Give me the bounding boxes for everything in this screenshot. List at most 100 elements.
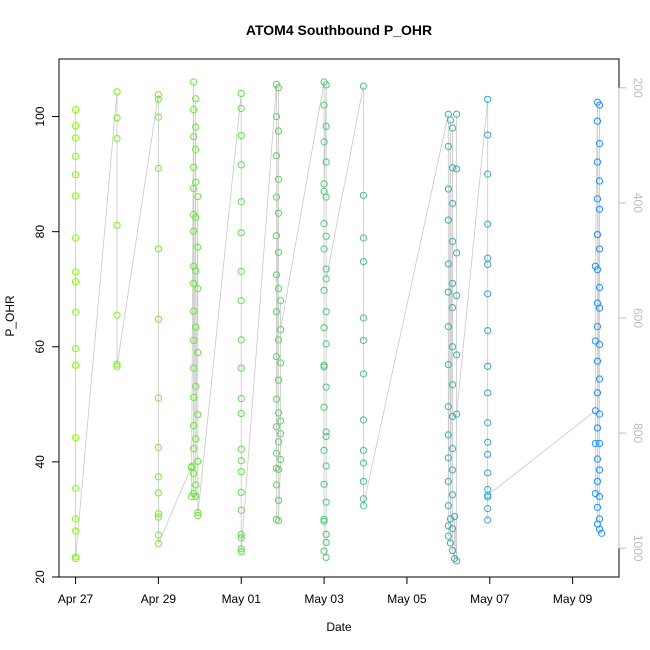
y-axis-title: P_OHR: [3, 295, 17, 337]
data-points: [71, 78, 606, 565]
data-point: [448, 466, 457, 474]
data-point: [320, 101, 328, 109]
data-point: [237, 506, 245, 514]
data-point: [322, 553, 330, 562]
data-point: [276, 455, 285, 464]
data-point: [113, 360, 121, 368]
data-point: [237, 297, 245, 305]
data-point: [444, 454, 452, 462]
data-point: [595, 466, 604, 474]
data-point: [272, 152, 281, 160]
data-point: [192, 213, 200, 221]
secondary-y-tick-label: 200: [631, 78, 645, 98]
data-point: [237, 468, 245, 476]
data-point: [194, 285, 202, 293]
x-tick-label: May 01: [222, 592, 262, 606]
data-point: [322, 530, 330, 539]
data-point: [595, 439, 604, 448]
data-point: [190, 184, 198, 193]
data-point: [190, 336, 198, 345]
data-point: [484, 516, 492, 524]
data-point: [448, 304, 457, 312]
data-point: [448, 546, 457, 555]
data-point: [484, 95, 492, 103]
data-point: [359, 82, 368, 90]
data-point: [359, 416, 368, 424]
data-point: [272, 481, 281, 489]
data-point: [276, 297, 285, 305]
data-point: [274, 376, 283, 384]
data-point: [322, 158, 330, 166]
data-point: [71, 434, 80, 442]
data-point: [450, 554, 459, 563]
data-point: [190, 279, 198, 288]
data-point: [237, 548, 245, 556]
data-point: [359, 502, 368, 510]
data-point: [322, 275, 330, 283]
data-point: [448, 412, 457, 421]
data-point: [192, 267, 200, 275]
x-axis: Apr 27 Apr 29 May 01 May 03 May 05 May 07 May …: [58, 576, 593, 606]
data-point: [192, 492, 200, 501]
data-point: [272, 395, 281, 403]
data-point: [444, 403, 452, 411]
data-point: [484, 419, 492, 427]
data-point: [192, 178, 200, 186]
data-point: [593, 389, 602, 397]
data-point: [274, 336, 283, 344]
data-point: [595, 177, 604, 185]
data-point: [320, 220, 328, 228]
data-point: [322, 498, 330, 506]
data-point: [322, 265, 330, 273]
data-point: [272, 308, 281, 316]
data-point: [484, 389, 492, 397]
data-point: [446, 539, 455, 547]
data-point: [154, 245, 163, 253]
data-point: [593, 477, 602, 486]
data-point: [448, 525, 457, 533]
data-point: [595, 245, 604, 253]
data-point: [237, 267, 245, 275]
data-point: [595, 140, 604, 148]
data-point: [359, 495, 368, 503]
data-point: [359, 234, 368, 242]
data-point: [453, 110, 461, 118]
data-point: [453, 249, 461, 257]
data-point: [237, 161, 245, 169]
data-point: [448, 445, 457, 453]
data-point: [71, 122, 80, 130]
trace-line: [75, 81, 602, 561]
data-point: [154, 443, 163, 452]
data-point: [272, 80, 281, 88]
data-point: [71, 234, 80, 242]
data-point: [71, 152, 80, 160]
data-point: [595, 525, 604, 533]
data-point: [154, 95, 163, 103]
data-point: [190, 227, 198, 235]
data-point: [453, 291, 461, 300]
data-point: [591, 439, 599, 448]
data-point: [71, 361, 80, 369]
data-point: [154, 473, 163, 481]
data-point: [359, 314, 368, 322]
data-point: [593, 424, 602, 432]
data-point: [593, 117, 602, 125]
data-point: [276, 417, 285, 425]
data-point: [113, 88, 121, 96]
data-point: [276, 325, 285, 334]
data-point: [71, 344, 80, 353]
data-point: [444, 142, 452, 151]
data-point: [237, 364, 245, 372]
data-point: [359, 446, 368, 454]
data-point: [274, 409, 283, 417]
data-point: [237, 534, 245, 542]
data-point: [272, 449, 281, 457]
data-point: [320, 446, 328, 454]
data-point: [359, 477, 368, 486]
data-point: [237, 394, 245, 403]
data-point: [444, 288, 452, 296]
data-point: [320, 286, 328, 294]
data-point: [444, 431, 452, 439]
trace-lines: [75, 81, 602, 561]
secondary-y-tick-label: 600: [631, 308, 645, 328]
